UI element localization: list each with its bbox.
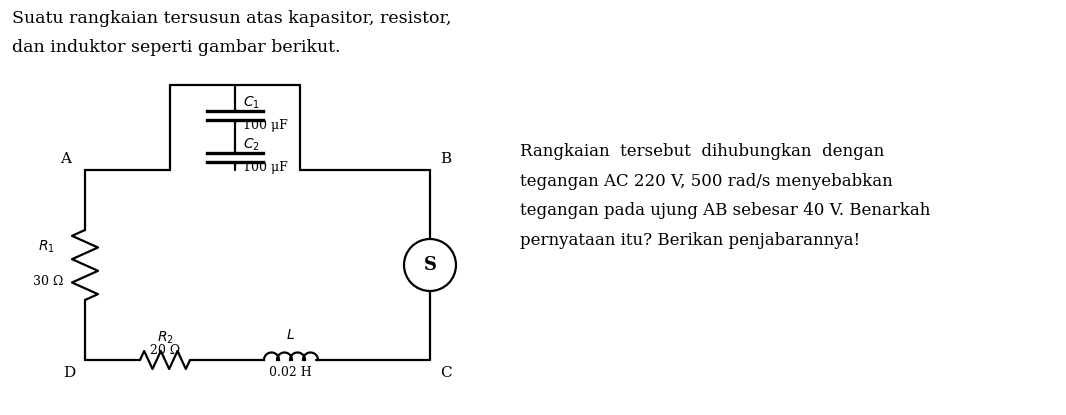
Text: pernyataan itu? Berikan penjabarannya!: pernyataan itu? Berikan penjabarannya! bbox=[520, 232, 860, 249]
Text: dan induktor seperti gambar berikut.: dan induktor seperti gambar berikut. bbox=[12, 39, 340, 56]
Text: 30 Ω: 30 Ω bbox=[33, 275, 63, 288]
Text: $R_1$: $R_1$ bbox=[38, 239, 55, 255]
Text: $L$: $L$ bbox=[286, 328, 294, 342]
Text: tegangan pada ujung AB sebesar 40 V. Benarkah: tegangan pada ujung AB sebesar 40 V. Ben… bbox=[520, 202, 931, 219]
Text: S: S bbox=[423, 256, 436, 274]
Text: 0.02 H: 0.02 H bbox=[269, 366, 311, 379]
Text: 100 μF: 100 μF bbox=[243, 119, 288, 132]
Text: Suatu rangkaian tersusun atas kapasitor, resistor,: Suatu rangkaian tersusun atas kapasitor,… bbox=[12, 10, 452, 27]
Text: A: A bbox=[60, 152, 71, 166]
Text: 100 μF: 100 μF bbox=[243, 161, 288, 174]
Text: D: D bbox=[63, 366, 75, 380]
Text: $R_2$: $R_2$ bbox=[157, 330, 174, 346]
Text: B: B bbox=[440, 152, 451, 166]
Text: $C_2$: $C_2$ bbox=[243, 137, 260, 153]
Text: tegangan AC 220 V, 500 rad/s menyebabkan: tegangan AC 220 V, 500 rad/s menyebabkan bbox=[520, 173, 892, 190]
Text: $C_1$: $C_1$ bbox=[243, 95, 260, 111]
Text: 20 Ω: 20 Ω bbox=[150, 344, 180, 357]
Text: Rangkaian  tersebut  dihubungkan  dengan: Rangkaian tersebut dihubungkan dengan bbox=[520, 143, 885, 160]
Text: C: C bbox=[440, 366, 452, 380]
